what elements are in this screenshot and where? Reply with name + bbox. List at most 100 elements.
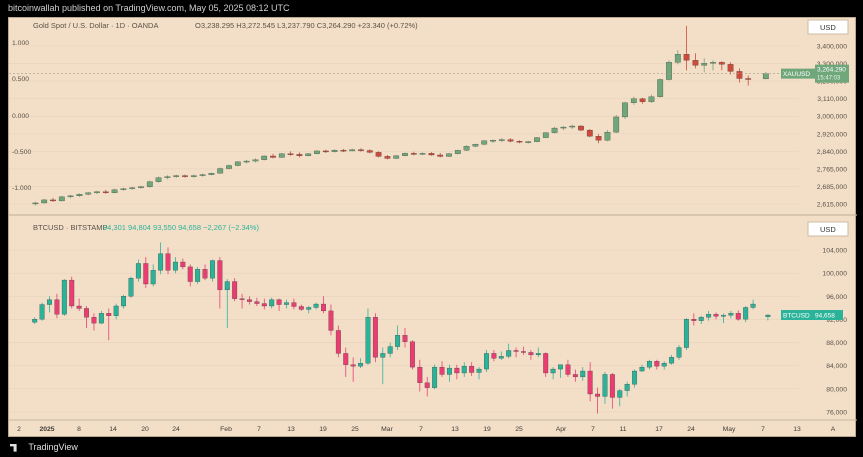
candle-body xyxy=(481,140,488,145)
candle xyxy=(595,134,602,144)
candle xyxy=(528,350,534,360)
right-axis-tick-label: 96,000 xyxy=(826,294,847,301)
candle-body xyxy=(446,153,452,157)
candle-body xyxy=(578,125,584,131)
candle xyxy=(580,367,586,381)
right-axis-tick-label: 3,000,000 xyxy=(817,114,847,121)
candle-body xyxy=(484,353,489,370)
candle xyxy=(446,152,452,158)
candle xyxy=(683,25,690,71)
candle xyxy=(138,185,144,189)
candle xyxy=(639,97,646,104)
btc-ohlc: 94,301 94,804 93,550 94,658 −2,267 (−2.3… xyxy=(103,223,259,232)
gold-currency-box[interactable] xyxy=(807,19,849,35)
candle xyxy=(254,297,260,306)
candle-body xyxy=(516,141,523,143)
candle xyxy=(428,152,435,156)
candle xyxy=(328,304,334,336)
candle xyxy=(402,328,408,348)
candle-body xyxy=(247,299,252,302)
candle-body xyxy=(454,150,461,154)
candle xyxy=(691,313,697,326)
candle xyxy=(372,313,378,363)
candle-body xyxy=(102,191,109,193)
candle-body xyxy=(622,102,628,118)
candle-body xyxy=(232,281,238,299)
candle-body xyxy=(143,263,149,285)
candle-body xyxy=(648,96,655,102)
candle xyxy=(632,369,638,388)
candle-body xyxy=(750,303,756,308)
x-axis-tick-label: May xyxy=(723,426,736,433)
right-axis-tick-label: 2,685,000 xyxy=(817,184,847,191)
candle-body xyxy=(321,303,326,312)
candle xyxy=(424,376,430,397)
candle-body xyxy=(261,303,267,307)
candle xyxy=(572,369,578,382)
left-axis-tick-label: 0.000 xyxy=(12,113,29,120)
candle-body xyxy=(50,199,56,202)
candle xyxy=(113,303,119,320)
candle xyxy=(32,201,39,206)
candle-body xyxy=(463,146,470,151)
candle-body xyxy=(565,364,571,375)
btc-currency-label: USD xyxy=(820,225,836,234)
candle-body xyxy=(349,149,356,152)
x-axis-tick-label: 7 xyxy=(591,426,595,433)
candle xyxy=(639,364,645,372)
candle xyxy=(419,152,426,155)
candle-body xyxy=(543,353,549,374)
chart-canvas[interactable]: Gold Spot / U.S. Dollar · 1D · OANDA O3,… xyxy=(9,18,857,438)
x-axis-tick-label: 24 xyxy=(172,426,180,433)
candle xyxy=(32,317,38,325)
candle xyxy=(481,140,488,146)
candle-body xyxy=(569,125,576,128)
candle-body xyxy=(298,306,304,310)
x-axis-tick-label: 25 xyxy=(351,426,359,433)
candle-body xyxy=(402,153,408,156)
candle xyxy=(648,94,655,103)
candle-body xyxy=(595,136,602,141)
candle xyxy=(613,114,620,134)
candle-body xyxy=(372,317,378,358)
candle xyxy=(182,174,188,178)
candle-body xyxy=(305,153,312,156)
candle-body xyxy=(387,346,393,354)
gold-pane: Gold Spot / U.S. Dollar · 1D · OANDA O3,… xyxy=(9,19,849,209)
candle-body xyxy=(269,299,275,307)
candle xyxy=(534,137,540,143)
x-axis-tick-label: 13 xyxy=(793,426,801,433)
footer: TradingView xyxy=(0,437,863,457)
gold-currency-label: USD xyxy=(820,23,836,32)
candle-body xyxy=(393,155,400,159)
candle-body xyxy=(424,382,430,388)
candle-body xyxy=(710,62,716,64)
candle xyxy=(646,359,652,370)
candle-body xyxy=(358,363,364,367)
right-axis-tick-label: 80,000 xyxy=(826,386,847,393)
candle xyxy=(135,259,141,282)
candle xyxy=(560,126,567,131)
candle xyxy=(713,312,719,320)
candle xyxy=(701,58,708,73)
candle-body xyxy=(595,393,601,397)
x-axis-tick-label: 19 xyxy=(319,426,327,433)
candle-body xyxy=(604,131,611,141)
candle xyxy=(358,148,364,152)
candle xyxy=(150,264,156,287)
candle-body xyxy=(507,139,514,142)
candle-body xyxy=(513,350,519,352)
gold-tag-price: 3,264.290 xyxy=(817,67,846,74)
btc-currency-box[interactable] xyxy=(807,221,849,237)
candle-body xyxy=(276,299,282,305)
x-axis-tick-label: Mar xyxy=(381,426,393,433)
candle-body xyxy=(165,253,171,271)
candle xyxy=(393,154,400,160)
right-axis-tick-label: 88,000 xyxy=(826,340,847,347)
candle xyxy=(331,149,338,153)
candle xyxy=(437,152,444,158)
candle xyxy=(94,190,100,195)
footer-brand[interactable]: TradingView xyxy=(28,442,78,452)
candle xyxy=(232,278,238,302)
candle-body xyxy=(98,313,104,324)
